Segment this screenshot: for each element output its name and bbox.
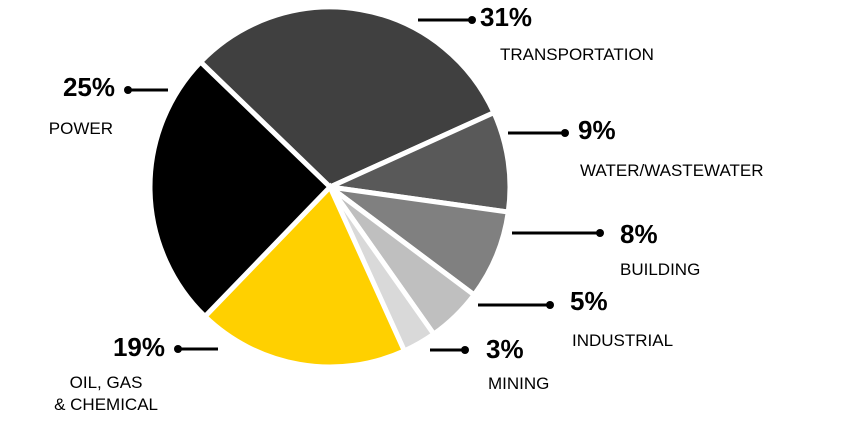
value-label: 3% (486, 334, 524, 364)
value-label: 31% (480, 2, 533, 32)
pie-slice (321, 109, 513, 215)
leader-dot (468, 16, 476, 24)
category-label: POWER (48, 119, 113, 138)
pie-slice (196, 4, 498, 190)
value-label: 9% (578, 115, 616, 145)
category-label: OIL, GAS & CHEMICAL (54, 373, 158, 414)
pie-slice (201, 182, 408, 370)
leader-dot (174, 345, 182, 353)
category-label: MINING (488, 374, 550, 393)
value-label: 19% (112, 332, 165, 362)
category-label: WATER/WASTEWATER (580, 161, 764, 180)
leader-dot (596, 229, 604, 237)
pie-slice (147, 58, 334, 321)
category-label: INDUSTRIAL (572, 331, 674, 350)
leader-dot (561, 129, 569, 137)
value-label: 8% (620, 219, 658, 249)
category-label: BUILDING (620, 260, 701, 279)
leader-dot (461, 346, 469, 354)
value-label: 25% (62, 72, 115, 102)
leader-dot (546, 301, 554, 309)
value-label: 5% (570, 286, 608, 316)
category-label: TRANSPORTATION (500, 45, 654, 64)
leader-dot (124, 86, 132, 94)
